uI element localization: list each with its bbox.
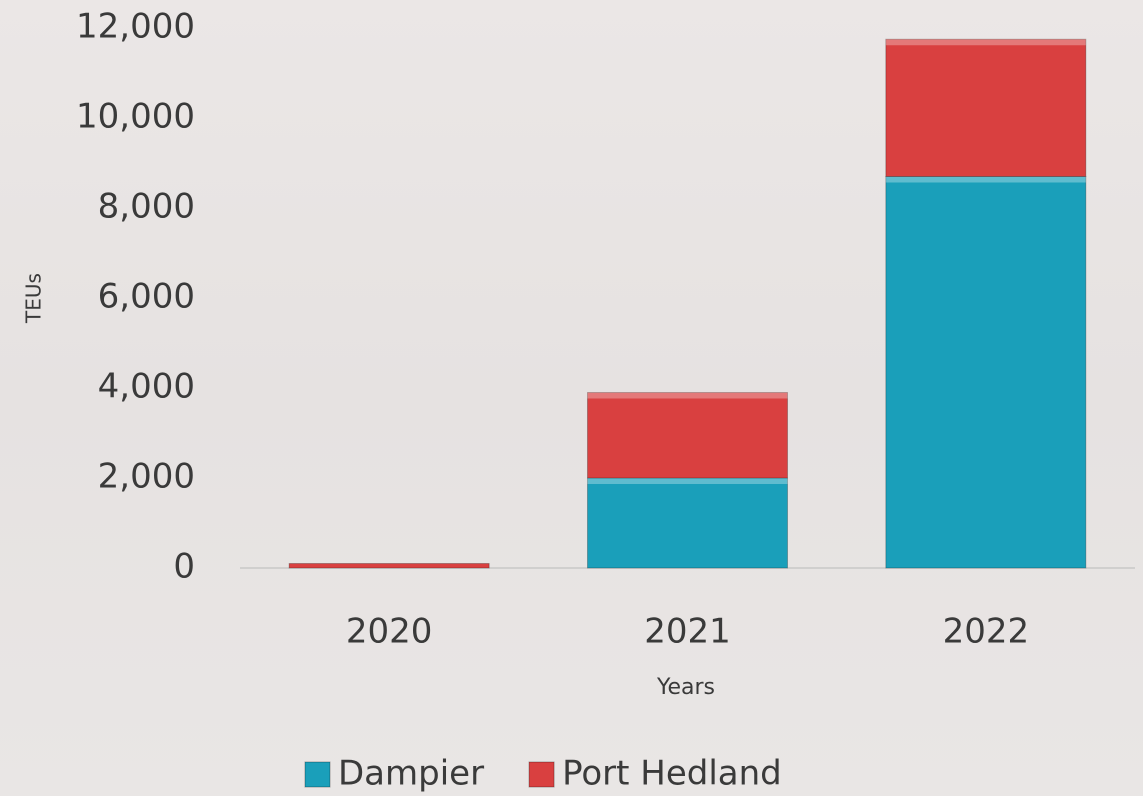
legend-label: Dampier xyxy=(338,754,484,794)
bar-bevel xyxy=(885,39,1086,46)
bar-bevel xyxy=(885,176,1086,183)
bar-segment xyxy=(288,563,490,569)
bar-bevel xyxy=(587,478,788,484)
bar-segment xyxy=(885,38,1087,177)
y-axis-title: TEUs xyxy=(22,273,46,324)
legend-swatch xyxy=(528,761,555,788)
bar-segment xyxy=(587,392,788,479)
y-tick-label: 4,000 xyxy=(98,367,195,407)
x-tick-label: 2021 xyxy=(644,612,731,652)
x-tick-label: 2022 xyxy=(943,612,1030,652)
y-tick-label: 10,000 xyxy=(76,97,195,137)
x-axis-title: Years xyxy=(656,675,715,700)
legend-swatch xyxy=(304,761,331,788)
y-tick-label: 8,000 xyxy=(98,187,195,227)
y-tick-label: 12,000 xyxy=(76,7,195,47)
bar-bevel xyxy=(587,392,788,399)
y-tick-label: 0 xyxy=(173,547,195,587)
y-tick-label: 6,000 xyxy=(98,277,195,317)
x-tick-label: 2020 xyxy=(346,612,433,652)
legend-label: Port Hedland xyxy=(562,754,782,794)
bar-segment xyxy=(885,176,1087,569)
y-tick-label: 2,000 xyxy=(98,457,195,497)
bar-segment xyxy=(587,477,788,569)
